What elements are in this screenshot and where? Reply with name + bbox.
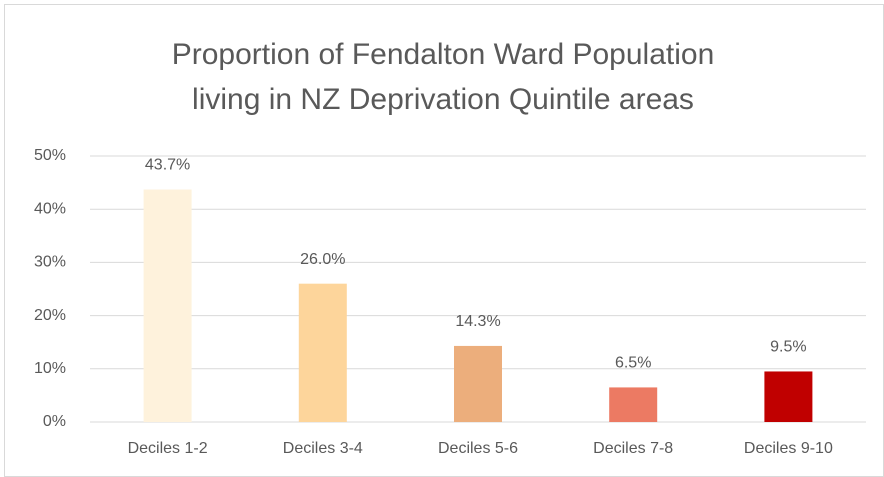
y-tick-label: 50%: [34, 147, 66, 164]
x-tick-label: Deciles 7-8: [593, 440, 673, 457]
bar: [454, 345, 502, 422]
x-tick-label: Deciles 3-4: [283, 440, 363, 457]
y-tick-label: 40%: [34, 200, 66, 217]
bar: [143, 189, 192, 422]
bar: [298, 283, 347, 422]
x-tick-label: Deciles 1-2: [128, 440, 208, 457]
x-tick-label: Deciles 5-6: [438, 440, 518, 457]
data-label: 14.3%: [455, 313, 500, 330]
y-tick-label: 10%: [34, 360, 66, 377]
x-tick-label: Deciles 9-10: [744, 440, 833, 457]
chart-border: [4, 4, 884, 477]
chart-title: living in NZ Deprivation Quintile areas: [192, 83, 694, 116]
chart-title: Proportion of Fendalton Ward Population: [172, 38, 715, 71]
bar: [609, 387, 658, 422]
y-tick-label: 0%: [43, 413, 66, 430]
data-label: 43.7%: [145, 157, 190, 174]
data-label: 26.0%: [300, 251, 345, 268]
y-tick-label: 20%: [34, 307, 66, 324]
bar: [764, 371, 813, 422]
y-tick-label: 30%: [34, 254, 66, 271]
data-label: 6.5%: [615, 355, 651, 372]
data-label: 9.5%: [770, 339, 806, 356]
